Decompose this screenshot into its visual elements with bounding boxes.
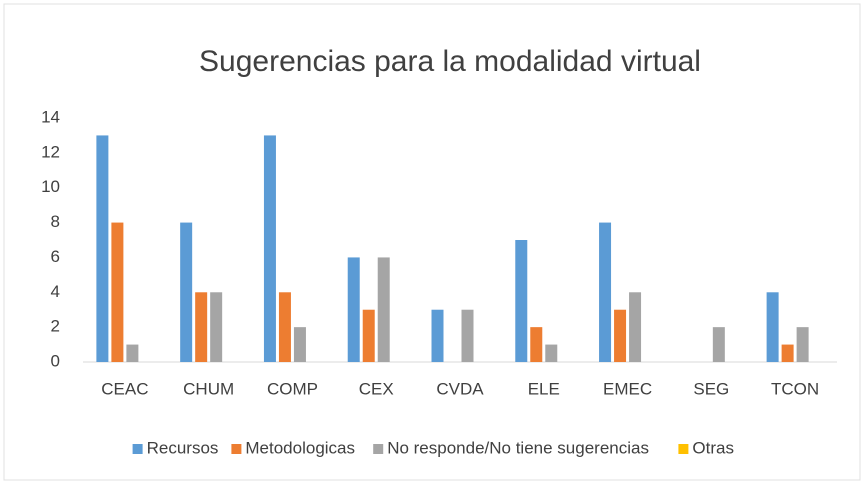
y-tick-label: 2 [51,317,60,336]
bar [377,257,390,362]
legend-swatch [678,444,689,454]
x-tick-label: CEAC [101,379,148,398]
bar [263,135,276,362]
bar [111,222,124,362]
x-tick-label: EMEC [603,379,652,398]
bar [781,344,794,362]
legend-swatch [231,444,242,454]
bar [195,292,208,362]
bar [545,344,558,362]
bar [515,240,528,362]
legend-swatch [373,444,384,454]
bar [278,292,291,362]
y-tick-label: 6 [51,247,60,266]
y-tick-label: 0 [51,351,60,370]
legend-swatch [132,444,143,454]
x-tick-label: SEG [693,379,729,398]
bar [293,327,306,362]
bar [530,327,543,362]
bar [96,135,109,362]
chart-title: Sugerencias para la modalidad virtual [199,45,701,78]
x-tick-label: CHUM [183,379,234,398]
bar [766,292,779,362]
y-tick-label: 12 [41,142,60,161]
x-tick-label: TCON [771,379,819,398]
legend-label: Metodologicas [245,438,355,457]
bar [712,327,725,362]
x-tick-label: ELE [528,379,560,398]
bar [347,257,360,362]
legend-label: Otras [692,438,734,457]
y-tick-label: 10 [41,177,60,196]
bar [362,309,375,362]
bar [126,344,139,362]
y-tick-label: 8 [51,212,60,231]
legend-label: Recursos [147,438,219,457]
x-tick-label: CEX [359,379,394,398]
y-tick-label: 14 [41,107,60,126]
chart-frame [3,3,861,481]
bar [180,222,193,362]
bar [210,292,223,362]
bar [431,309,444,362]
bar [796,327,809,362]
bar [614,309,627,362]
bar [461,309,474,362]
x-tick-label: CVDA [436,379,484,398]
legend-label: No responde/No tiene sugerencias [387,438,649,457]
y-tick-label: 4 [51,282,60,301]
x-tick-label: COMP [267,379,318,398]
bar [629,292,642,362]
bar [599,222,612,362]
